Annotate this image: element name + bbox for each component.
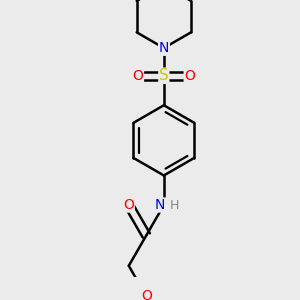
- Text: N: N: [155, 198, 165, 212]
- Text: N: N: [159, 41, 169, 55]
- Text: O: O: [133, 69, 143, 83]
- Text: O: O: [123, 198, 134, 212]
- Text: S: S: [159, 68, 169, 83]
- Text: O: O: [184, 69, 195, 83]
- Text: N: N: [159, 41, 169, 55]
- Text: H: H: [170, 199, 180, 212]
- Text: O: O: [141, 289, 152, 300]
